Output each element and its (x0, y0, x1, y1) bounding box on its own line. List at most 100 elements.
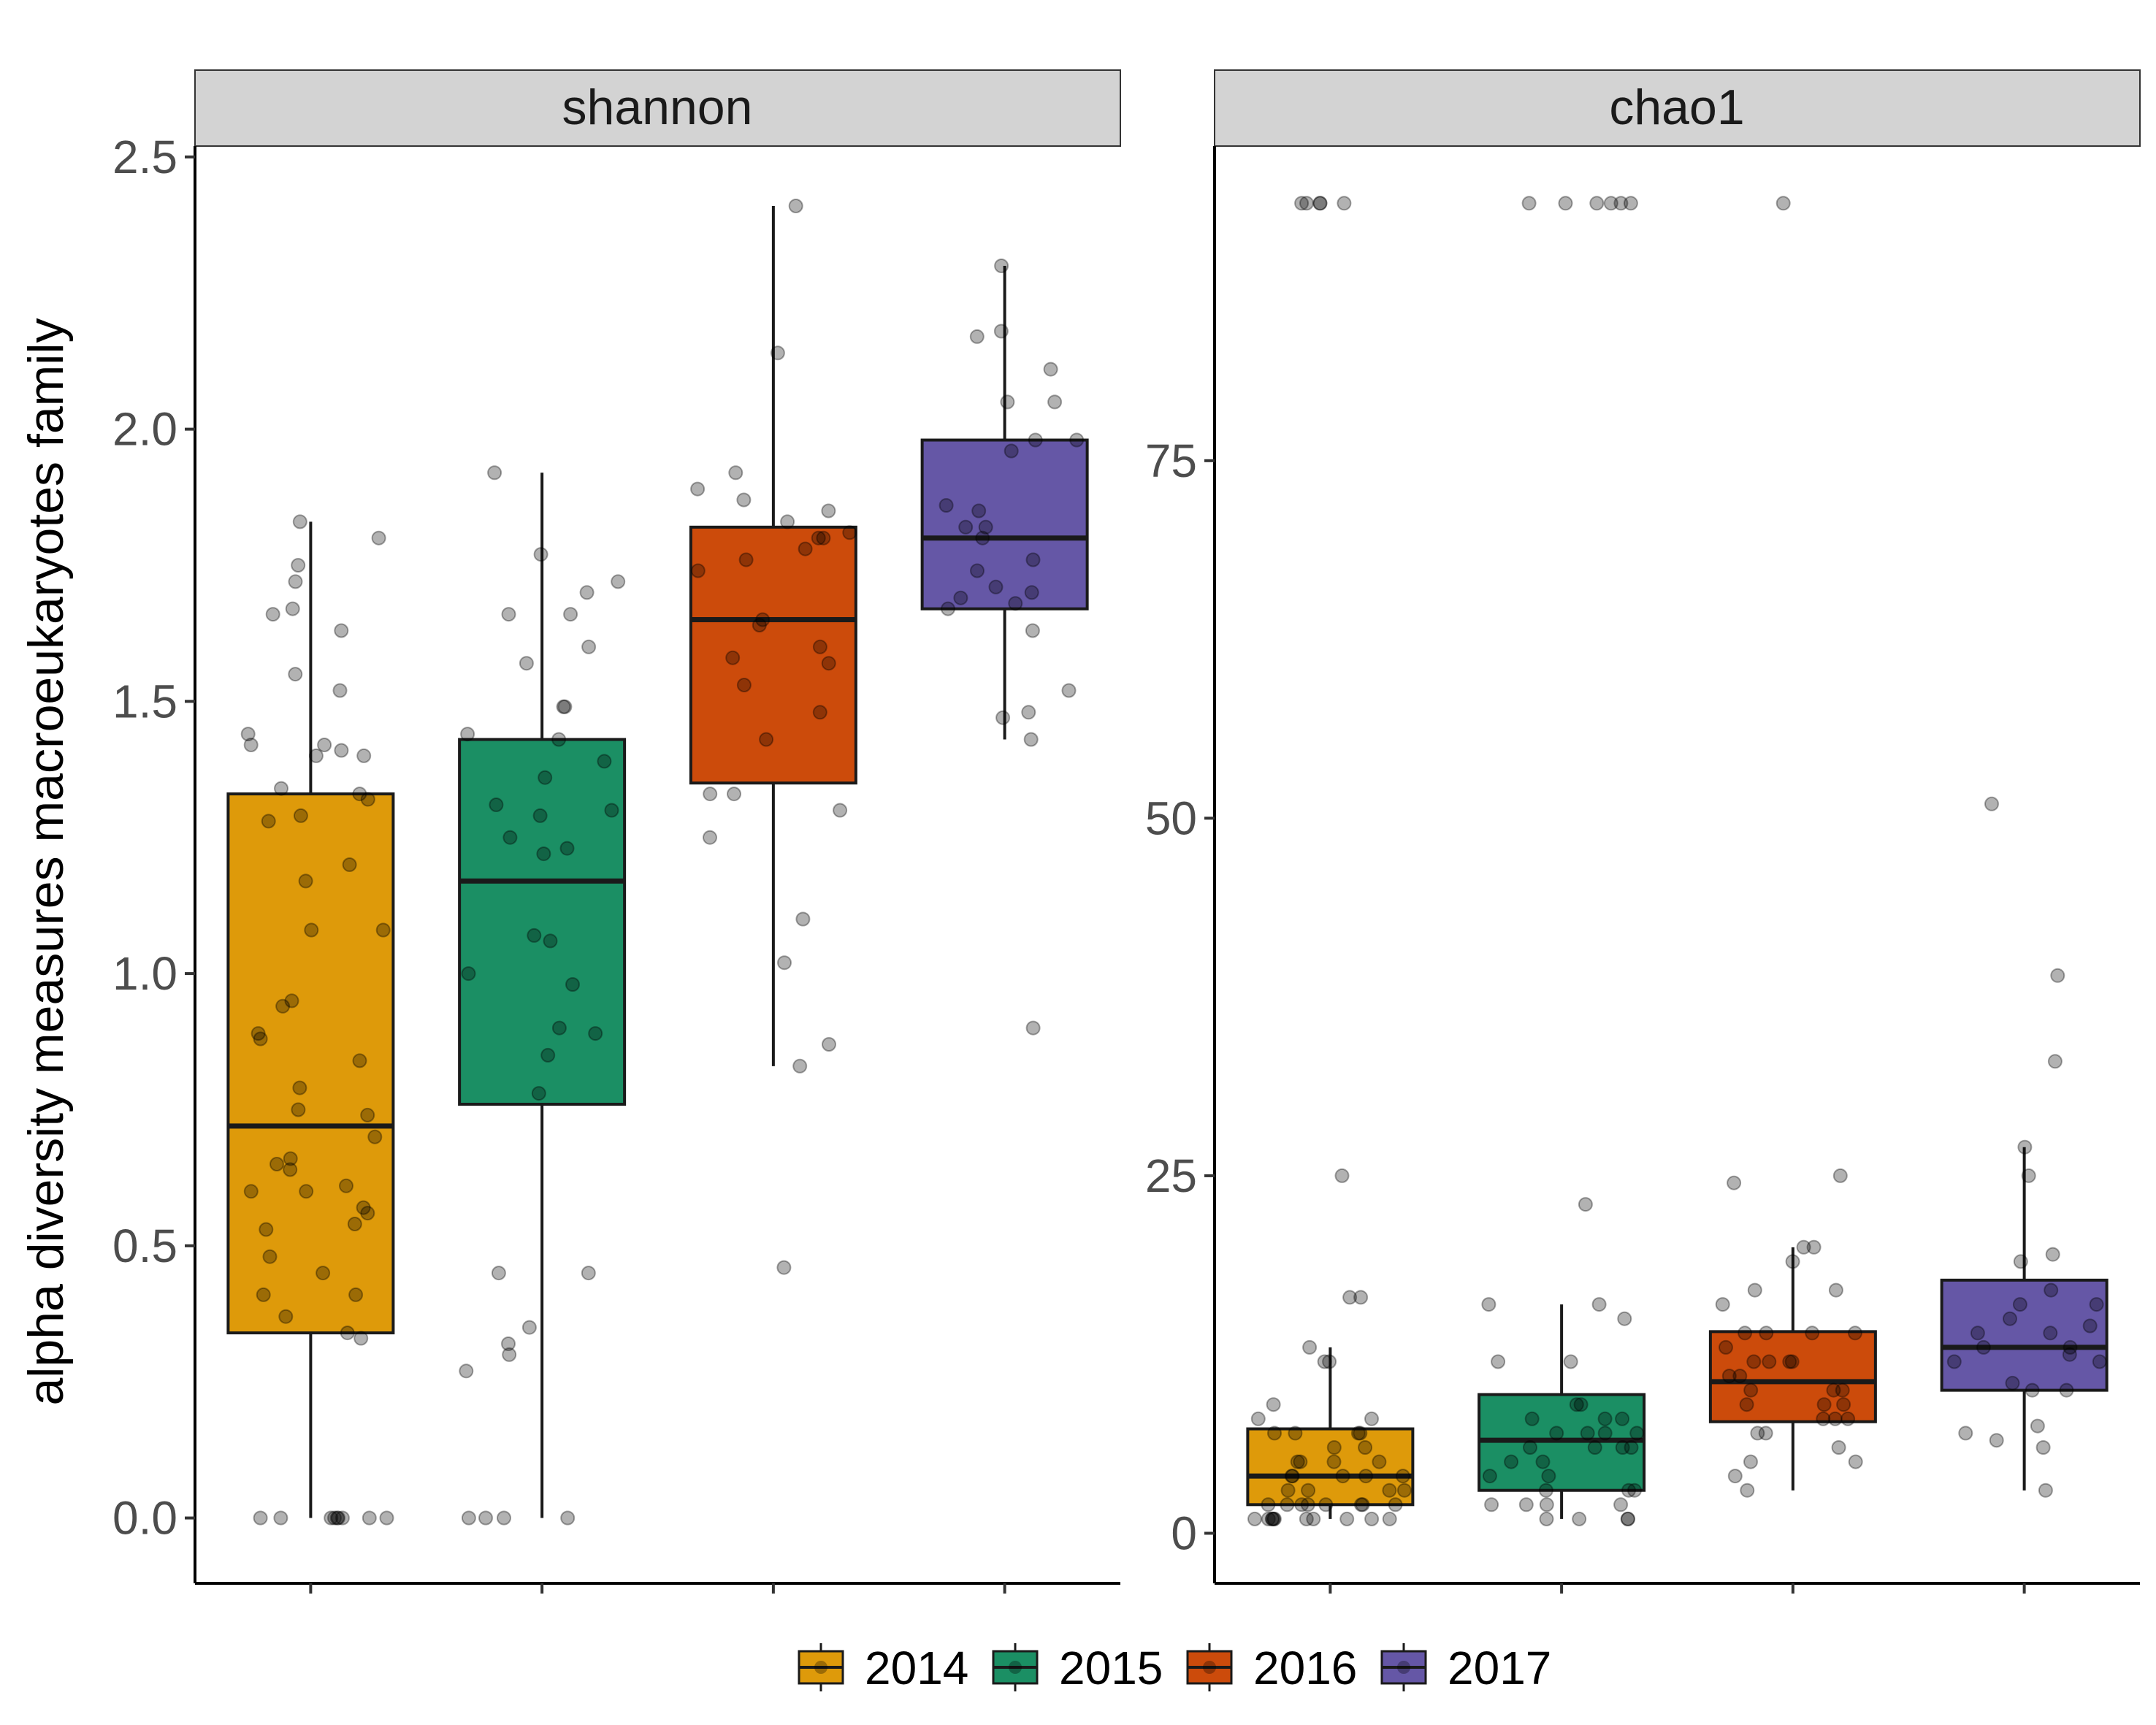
data-point (1024, 585, 1039, 600)
data-point (1719, 1339, 1733, 1355)
data-point (1004, 443, 1019, 459)
data-point (727, 787, 741, 802)
data-point (1266, 1397, 1281, 1412)
data-point (842, 525, 857, 540)
data-point (2003, 1311, 2017, 1326)
data-point (1358, 1469, 1374, 1484)
data-point (332, 683, 348, 698)
data-point (2013, 1254, 2028, 1269)
data-point (1353, 1497, 1369, 1512)
data-point (788, 199, 803, 213)
data-point (299, 1184, 314, 1199)
data-point (759, 732, 774, 747)
data-point (367, 1129, 383, 1144)
y-tick-label: 25 (1145, 1150, 1197, 1202)
data-point (1043, 362, 1058, 377)
data-point (1293, 1454, 1308, 1469)
data-point (1264, 1511, 1280, 1526)
data-point (521, 1320, 537, 1335)
data-point (833, 803, 848, 818)
data-point (1008, 596, 1023, 611)
data-point (1261, 1497, 1276, 1512)
data-point (1382, 1511, 1397, 1526)
data-point (1816, 1411, 1831, 1426)
data-point (501, 607, 516, 622)
data-point (329, 1510, 345, 1526)
data-point (581, 639, 597, 654)
data-point (540, 1047, 556, 1063)
data-point (1312, 196, 1328, 211)
box-chao1-2017 (1940, 1147, 2109, 1491)
data-point (1840, 1411, 1856, 1426)
data-point (2035, 1440, 2051, 1455)
data-point (588, 1026, 603, 1041)
data-point (1301, 1483, 1316, 1498)
strip-label: chao1 (1609, 80, 1744, 135)
data-point (356, 748, 372, 763)
data-point (460, 727, 475, 742)
data-point (1334, 1168, 1350, 1183)
panel-shannon: shannon 0.0 0.5 1.0 1.5 2.0 2.5 (112, 69, 1121, 1594)
data-point (939, 498, 954, 513)
data-point (353, 1331, 369, 1346)
data-point (777, 955, 792, 971)
data-point (292, 1080, 307, 1095)
data-point (1318, 1497, 1334, 1512)
legend-label: 2017 (1448, 1642, 1551, 1694)
data-point (1782, 1354, 1797, 1369)
data-point (342, 857, 357, 872)
data-point (2044, 1282, 2059, 1298)
data-point (275, 998, 291, 1014)
data-point (1353, 1426, 1368, 1441)
box-iqr (1246, 1427, 1415, 1507)
data-point (1715, 1297, 1730, 1312)
data-point (811, 530, 826, 546)
legend-item-2016: 2016 (1186, 1642, 1357, 1694)
data-point (502, 830, 518, 845)
data-point (519, 656, 534, 671)
data-point (1743, 1454, 1758, 1469)
legend-key-point (1203, 1661, 1216, 1674)
data-point (1727, 1175, 1742, 1190)
data-point (1524, 1411, 1540, 1426)
y-tick-label: 0 (1171, 1507, 1197, 1559)
data-point (308, 748, 324, 763)
data-point (1482, 1469, 1497, 1484)
legend-label: 2015 (1059, 1642, 1163, 1694)
data-point (317, 738, 332, 752)
data-point (2089, 1297, 2104, 1312)
data-point (283, 1162, 298, 1177)
data-point (2021, 1168, 2036, 1183)
data-point (1732, 1369, 1748, 1384)
data-point (1572, 1511, 1587, 1526)
box-chao1-2014 (1246, 1347, 1415, 1519)
data-point (581, 1266, 596, 1281)
data-point (1364, 1411, 1379, 1426)
data-point (1615, 1440, 1630, 1455)
data-point (1563, 1354, 1578, 1369)
data-point (1353, 1290, 1369, 1305)
data-point (1762, 1354, 1777, 1369)
data-point (1816, 1397, 1832, 1412)
data-point (461, 1510, 476, 1526)
data-point (780, 514, 795, 529)
data-point (1848, 1326, 1862, 1341)
data-point (340, 1326, 355, 1341)
data-point (953, 590, 968, 605)
data-point (1021, 705, 1036, 720)
data-point (2059, 1382, 2074, 1398)
data-point (1785, 1254, 1800, 1269)
data-point (531, 1086, 546, 1101)
data-point (265, 607, 280, 622)
y-tick-label: 0.0 (112, 1492, 177, 1545)
legend-label: 2016 (1253, 1642, 1357, 1694)
data-point (2025, 1382, 2040, 1398)
data-point (1739, 1397, 1754, 1412)
data-point (1261, 1511, 1276, 1526)
data-point (970, 563, 985, 578)
data-point (1796, 1239, 1811, 1255)
box-iqr (689, 525, 857, 785)
data-point (278, 1309, 294, 1324)
data-point (1836, 1397, 1851, 1412)
data-point (334, 743, 349, 758)
